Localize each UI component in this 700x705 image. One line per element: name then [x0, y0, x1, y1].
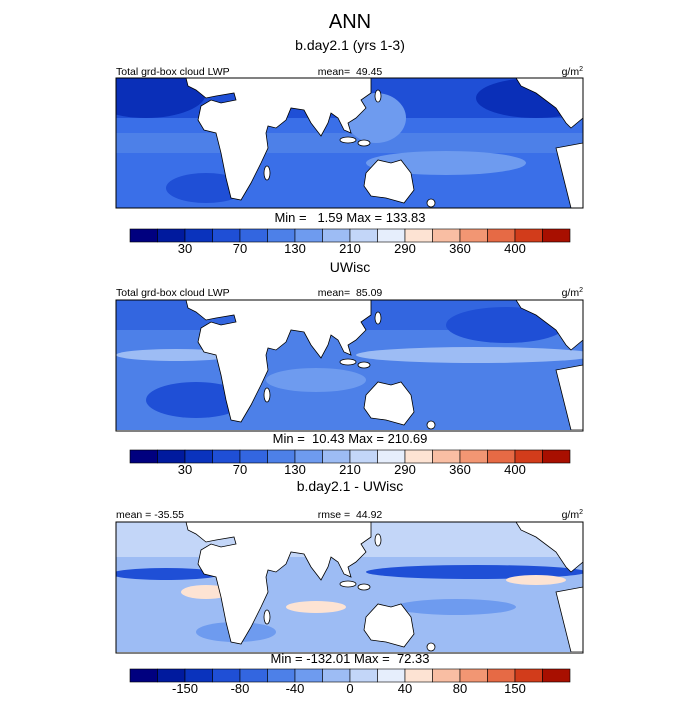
units: g/m2 — [562, 66, 584, 78]
colorbar-label: 210 — [339, 462, 361, 477]
colorbar-label: 290 — [394, 462, 416, 477]
colorbar-label: 360 — [449, 241, 471, 256]
colorbar-label: 40 — [398, 681, 412, 696]
panel-left-label: mean = -35.55 — [116, 509, 184, 521]
units-sup: 2 — [579, 509, 583, 516]
colorbar-label: 290 — [394, 241, 416, 256]
panel-center-label: rmse = 44.92 — [318, 509, 383, 521]
units-sup: 2 — [579, 287, 583, 294]
units-base: g/m — [562, 66, 580, 78]
colorbar-label: 0 — [346, 681, 353, 696]
panel-title: b.day2.1 (yrs 1-3) — [295, 37, 405, 53]
colorbar-box — [129, 668, 158, 683]
colorbar-label: -40 — [286, 681, 305, 696]
colorbar-label: -150 — [172, 681, 198, 696]
colorbar-label: 30 — [178, 462, 192, 477]
panel-center-label: mean= 49.45 — [318, 66, 383, 78]
figure-title: ANN — [329, 11, 371, 33]
colorbar-box — [542, 668, 571, 683]
colorbar-box — [129, 449, 158, 464]
colorbar-label: 210 — [339, 241, 361, 256]
colorbar-label: 80 — [453, 681, 467, 696]
map-panel — [116, 78, 583, 208]
colorbar-label: 130 — [284, 462, 306, 477]
colorbar-box — [349, 668, 378, 683]
min-max: Min = 10.43 Max = 210.69 — [273, 431, 428, 446]
map-panel — [116, 522, 583, 652]
colorbar-box — [542, 449, 571, 464]
colorbar-label: 70 — [233, 462, 247, 477]
colorbar-label: 360 — [449, 462, 471, 477]
units-sup: 2 — [579, 66, 583, 73]
units-base: g/m — [562, 287, 580, 299]
colorbar-label: 400 — [504, 462, 526, 477]
colorbar-label: 70 — [233, 241, 247, 256]
min-max: Min = 1.59 Max = 133.83 — [274, 210, 425, 225]
units: g/m2 — [562, 287, 584, 299]
units: g/m2 — [562, 509, 584, 521]
panel-title: b.day2.1 - UWisc — [297, 478, 404, 494]
panel-center-label: mean= 85.09 — [318, 287, 383, 299]
colorbar-label: 130 — [284, 241, 306, 256]
panel-left-label: Total grd-box cloud LWP — [116, 66, 230, 78]
min-max: Min = -132.01 Max = 72.33 — [271, 651, 430, 666]
units-base: g/m — [562, 509, 580, 521]
map-panel — [116, 300, 583, 430]
colorbar-box — [542, 228, 571, 243]
colorbar-box — [129, 228, 158, 243]
colorbar-label: -80 — [231, 681, 250, 696]
colorbar-label: 150 — [504, 681, 526, 696]
panel-title: UWisc — [330, 259, 370, 275]
colorbar-label: 30 — [178, 241, 192, 256]
colorbar-label: 400 — [504, 241, 526, 256]
panel-left-label: Total grd-box cloud LWP — [116, 287, 230, 299]
